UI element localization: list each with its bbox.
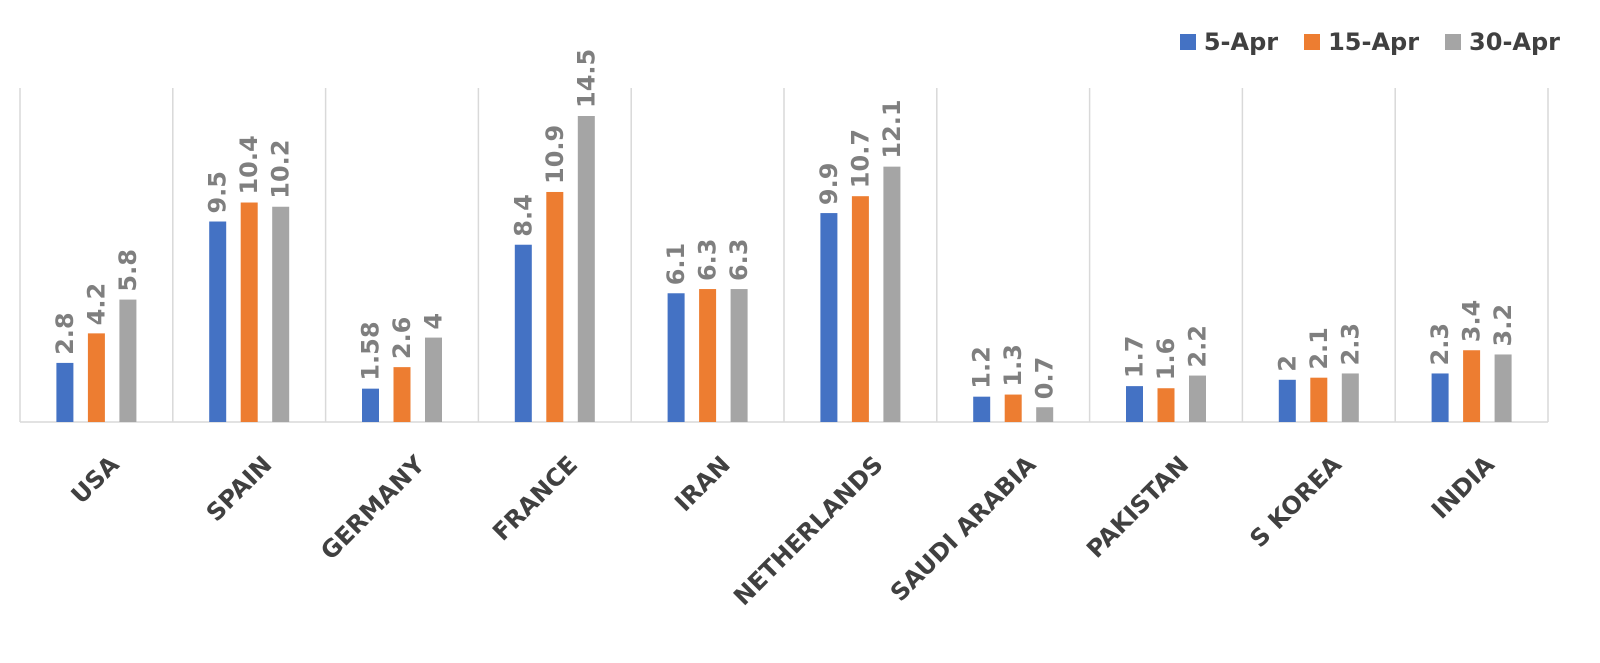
bar	[1004, 394, 1022, 422]
bar	[730, 289, 748, 422]
chart-bars	[56, 116, 1512, 422]
data-label: 3.2	[1489, 304, 1517, 347]
data-label: 8.4	[509, 194, 537, 237]
data-label: 6.3	[694, 239, 722, 282]
chart-value-labels: 2.84.25.8 9.5 10.4 10.2 1.58 2.6 4 8.410.914.5 6…	[51, 49, 1517, 399]
category-label: SPAIN	[201, 450, 278, 527]
bar	[425, 337, 442, 422]
legend-label: 15-Apr	[1328, 28, 1420, 56]
legend-label: 5-Apr	[1203, 28, 1279, 56]
bar	[973, 396, 991, 422]
bar	[209, 221, 227, 422]
data-label: 10.7	[846, 129, 874, 188]
bar	[699, 289, 717, 422]
legend-swatch	[1304, 34, 1321, 50]
data-label: 6.1	[662, 243, 690, 286]
data-label: 10.9	[541, 125, 569, 184]
bar	[514, 244, 532, 422]
data-label: 0.7	[1031, 357, 1059, 400]
bar	[56, 362, 74, 422]
legend-label: 30-Apr	[1469, 28, 1560, 56]
data-label: 4	[420, 313, 448, 330]
category-label: S KOREA	[1245, 450, 1348, 553]
data-label: 1.2	[968, 346, 996, 389]
bar	[362, 388, 379, 422]
data-label: 1.7	[1121, 336, 1149, 379]
data-label: 9.5	[204, 171, 232, 214]
chart-legend: 5-Apr 15-Apr 30-Apr	[1179, 28, 1560, 56]
legend-item: 15-Apr	[1304, 28, 1419, 56]
data-label: 4.2	[82, 283, 110, 326]
data-label: 10.4	[235, 135, 263, 194]
data-label: 1.58	[357, 321, 385, 380]
bar	[393, 367, 411, 422]
legend-item: 5-Apr	[1179, 28, 1279, 56]
bar	[1036, 407, 1054, 422]
data-label: 2	[1273, 355, 1301, 372]
bar	[883, 166, 901, 422]
bar	[577, 116, 595, 422]
bar	[820, 213, 838, 422]
category-label: PAKISTAN	[1081, 450, 1194, 563]
bar	[272, 206, 290, 422]
bar	[1189, 375, 1206, 422]
data-label: 2.6	[388, 317, 416, 360]
bar	[119, 299, 137, 422]
data-label: 1.6	[1152, 338, 1180, 381]
data-label: 2.8	[51, 312, 79, 355]
category-label: GERMANY	[315, 450, 430, 565]
category-label: FRANCE	[487, 450, 583, 546]
bar	[1278, 379, 1296, 422]
category-label: NETHERLANDS	[728, 450, 889, 611]
bar	[851, 196, 869, 422]
legend-swatch	[1445, 34, 1462, 50]
data-label: 14.5	[572, 49, 600, 108]
data-label: 2.3	[1426, 323, 1454, 366]
data-label: 3.4	[1458, 300, 1486, 343]
data-label: 2.3	[1336, 323, 1364, 366]
chart-category-labels: USA SPAIN GERMANY FRANCE IRANNETHERLANDSSAUD…	[66, 450, 1500, 611]
category-label: SAUDI ARABIA	[885, 450, 1042, 607]
data-label: 6.3	[725, 239, 753, 282]
bar	[546, 191, 564, 422]
data-label: 9.9	[815, 163, 843, 206]
data-label: 1.3	[999, 344, 1027, 387]
data-label: 2.1	[1305, 327, 1333, 370]
bar	[1431, 373, 1449, 422]
bar	[1126, 386, 1143, 422]
data-label: 5.8	[114, 249, 142, 292]
category-label: USA	[66, 450, 125, 509]
bar	[1341, 373, 1359, 422]
legend-item: 30-Apr	[1445, 28, 1560, 56]
bar	[240, 202, 258, 422]
category-label: INDIA	[1426, 450, 1500, 524]
bar	[1463, 350, 1481, 422]
bar	[667, 293, 685, 422]
bar	[87, 333, 105, 422]
bar	[1157, 388, 1175, 422]
data-label: 12.1	[878, 99, 906, 158]
data-label: 10.2	[267, 140, 295, 199]
bar	[1494, 354, 1512, 422]
data-label: 2.2	[1184, 325, 1212, 368]
bar	[1310, 377, 1328, 422]
category-label: IRAN	[669, 450, 736, 517]
legend-swatch	[1179, 34, 1196, 50]
